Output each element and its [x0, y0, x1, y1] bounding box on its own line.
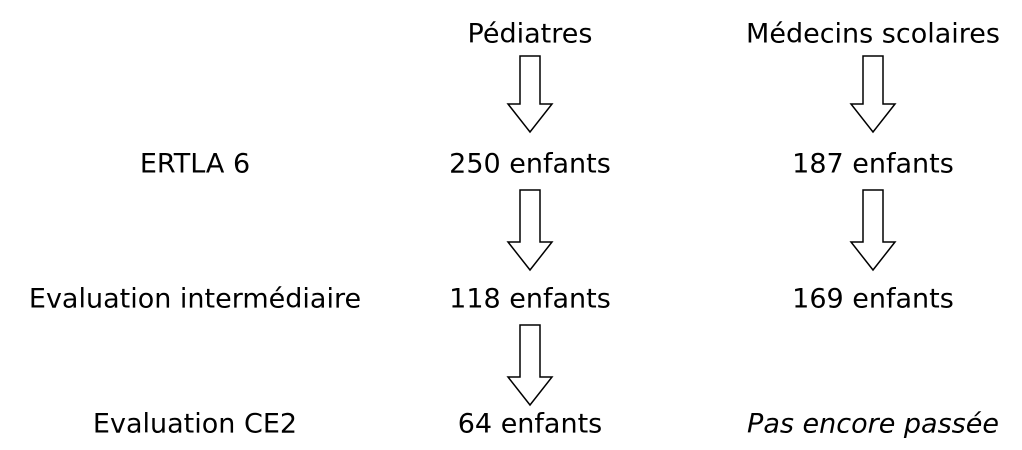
column-header: Médecins scolaires: [746, 19, 1000, 50]
row-label: ERTLA 6: [140, 149, 250, 180]
arrow: [849, 189, 897, 272]
column-header: Pédiatres: [468, 19, 593, 50]
arrow: [506, 324, 554, 407]
cell: 169 enfants: [792, 284, 954, 315]
cell: 250 enfants: [449, 149, 611, 180]
cell: Pas encore passée: [747, 409, 999, 440]
cell: 187 enfants: [792, 149, 954, 180]
row-label: Evaluation CE2: [93, 409, 297, 440]
arrow: [506, 189, 554, 272]
cell: 64 enfants: [458, 409, 602, 440]
arrow: [849, 55, 897, 134]
arrow: [506, 55, 554, 134]
row-label: Evaluation intermédiaire: [29, 284, 361, 315]
cell: 118 enfants: [449, 284, 611, 315]
